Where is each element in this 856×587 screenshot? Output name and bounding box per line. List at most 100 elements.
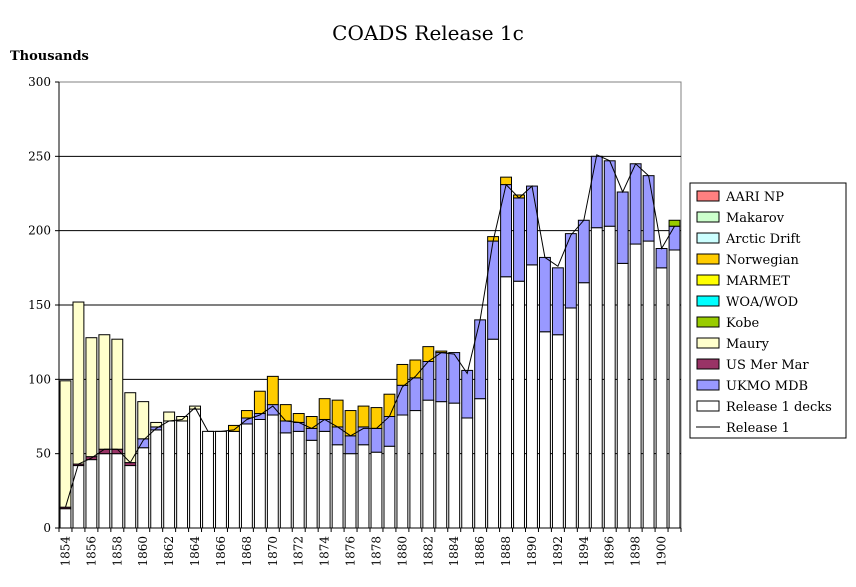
- bar-maury: [111, 338, 124, 450]
- bar-release-1-decks: [344, 453, 357, 529]
- x-tick-label: 1878: [369, 536, 383, 567]
- x-tick-label: 1860: [136, 536, 150, 567]
- x-tick-label: 1890: [525, 536, 539, 567]
- x-tick-label: 1868: [240, 536, 254, 567]
- bar-maury: [124, 392, 137, 464]
- legend-swatch: [696, 379, 720, 391]
- bars: [59, 155, 681, 529]
- bar-release-1-decks: [487, 338, 500, 529]
- x-tick-label: 1856: [84, 536, 98, 567]
- bar-ukmo-mdb: [577, 219, 590, 284]
- bar-release-1-decks: [668, 249, 681, 529]
- bar-ukmo-mdb: [616, 191, 629, 264]
- bar-ukmo-mdb: [422, 360, 435, 401]
- bar-release-1-decks: [150, 429, 163, 529]
- x-tick-label: 1888: [499, 536, 513, 567]
- legend-swatch: [696, 316, 720, 328]
- bar-release-1-decks: [85, 459, 98, 529]
- bar-ukmo-mdb: [305, 427, 318, 441]
- bar-norwegian: [318, 398, 331, 420]
- legend-swatch: [696, 253, 720, 265]
- bar-ukmo-mdb: [500, 184, 513, 278]
- axes: 0 50 100 150 200 250 300 1854 1856 1858 1860 1862 18…: [28, 75, 682, 567]
- bar-release-1-decks: [500, 276, 513, 529]
- gridlines: [58, 81, 682, 529]
- legend-label: AARI NP: [725, 190, 784, 205]
- bar-release-1-decks: [137, 447, 150, 529]
- x-tick-label: 1898: [629, 536, 643, 567]
- bar-release-1-decks: [616, 262, 629, 529]
- bar-norwegian: [292, 413, 305, 423]
- bar-ukmo-mdb: [564, 233, 577, 309]
- legend-label: US Mer Mar: [726, 358, 809, 373]
- x-tick-label: 1900: [655, 536, 669, 567]
- bar-release-1-decks: [409, 410, 422, 529]
- bar-ukmo-mdb: [590, 155, 603, 229]
- bar-ukmo-mdb: [474, 319, 487, 400]
- bar-norwegian: [331, 399, 344, 428]
- legend-label: Maury: [726, 337, 770, 352]
- legend-swatch: [696, 190, 720, 202]
- legend-label: Release 1: [726, 421, 790, 436]
- bar-release-1-decks: [538, 331, 551, 529]
- bar-release-1-decks: [448, 402, 461, 529]
- legend-swatch: [696, 400, 720, 412]
- legend-label: Arctic Drift: [725, 232, 801, 247]
- bar-ukmo-mdb: [629, 163, 642, 245]
- bar-norwegian: [396, 363, 409, 386]
- x-tick-label: 1892: [551, 536, 565, 567]
- bar-release-1-decks: [305, 439, 318, 529]
- release-1-line: [65, 154, 675, 508]
- bar-ukmo-mdb: [461, 369, 474, 419]
- line-release-1: [65, 154, 675, 508]
- legend-label: WOA/WOD: [726, 295, 798, 310]
- bar-release-1-decks: [292, 430, 305, 529]
- legend-label: Norwegian: [726, 253, 799, 268]
- x-tick-label: 1872: [292, 536, 306, 567]
- bar-norwegian: [253, 390, 266, 415]
- y-tick-label: 200: [28, 224, 51, 238]
- bar-release-1-decks: [526, 264, 538, 529]
- bar-release-1-decks: [655, 267, 668, 529]
- bar-ukmo-mdb: [409, 377, 422, 412]
- y-tick-label: 300: [28, 75, 51, 89]
- bar-maury: [85, 337, 98, 458]
- bar-release-1-decks: [189, 408, 202, 529]
- bar-release-1-decks: [551, 334, 564, 529]
- bar-maury: [59, 380, 72, 508]
- bar-release-1-decks: [422, 399, 435, 529]
- bar-release-1-decks: [124, 465, 137, 529]
- bar-ukmo-mdb: [538, 256, 551, 333]
- bar-maury: [72, 301, 85, 465]
- x-tick-label: 1894: [577, 536, 591, 567]
- bar-ukmo-mdb: [448, 352, 461, 404]
- x-tick-label: 1876: [344, 536, 358, 567]
- bar-ukmo-mdb: [344, 435, 357, 455]
- legend-swatch: [696, 211, 720, 223]
- bar-release-1-decks: [240, 423, 253, 529]
- legend-swatch: [696, 358, 720, 370]
- y-tick-label: 250: [28, 149, 51, 163]
- bar-norwegian: [227, 424, 240, 432]
- x-tick-label: 1884: [447, 536, 461, 567]
- bar-norwegian: [344, 410, 357, 437]
- x-tick-label: 1882: [421, 536, 435, 567]
- bar-release-1-decks: [474, 398, 487, 529]
- bar-ukmo-mdb: [655, 248, 668, 269]
- bar-release-1-decks: [266, 414, 279, 529]
- bar-release-1-decks: [279, 432, 292, 529]
- x-tick-label: 1874: [318, 536, 332, 567]
- bar-release-1-decks: [435, 401, 448, 529]
- x-tick-label: 1864: [188, 536, 202, 567]
- bar-release-1-decks: [331, 444, 344, 529]
- bar-release-1-decks: [227, 430, 240, 529]
- bar-ukmo-mdb: [551, 267, 564, 336]
- bar-norwegian: [279, 404, 292, 422]
- legend-label: Release 1 decks: [726, 400, 832, 415]
- bar-release-1-decks: [202, 430, 214, 529]
- bar-norwegian: [500, 176, 513, 186]
- bar-release-1-decks: [513, 280, 525, 529]
- bar-release-1-decks: [642, 240, 655, 529]
- bar-release-1-decks: [461, 417, 474, 529]
- y-tick-label: 0: [43, 521, 51, 535]
